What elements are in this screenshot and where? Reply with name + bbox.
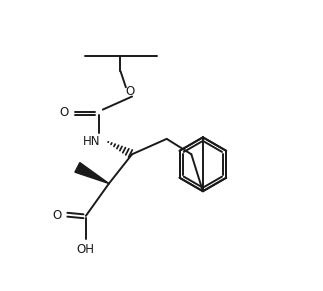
Text: OH: OH — [77, 243, 95, 256]
Text: O: O — [52, 209, 61, 222]
Text: HN: HN — [82, 135, 100, 148]
Text: O: O — [125, 85, 134, 97]
Text: O: O — [60, 106, 69, 119]
Polygon shape — [75, 163, 109, 184]
